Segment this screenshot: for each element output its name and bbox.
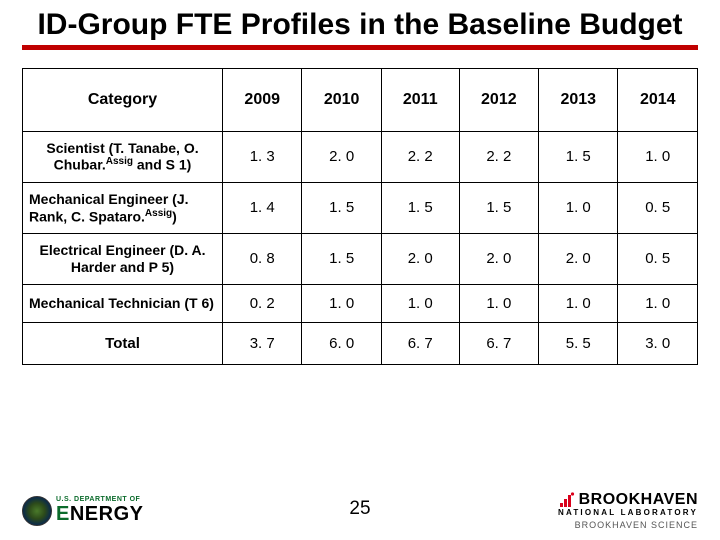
bnl-mark-icon bbox=[559, 492, 575, 508]
total-row: Total 3. 7 6. 0 6. 7 6. 7 5. 5 3. 0 bbox=[23, 322, 698, 364]
cell: 1. 5 bbox=[302, 182, 381, 233]
col-2012: 2012 bbox=[459, 68, 538, 131]
cell: 3. 7 bbox=[223, 322, 302, 364]
table-row: Mechanical Technician (T 6) 0. 2 1. 0 1.… bbox=[23, 284, 698, 322]
fte-table: Category 2009 2010 2011 2012 2013 2014 S… bbox=[22, 68, 698, 365]
page-number: 25 bbox=[349, 498, 370, 520]
cell: 2. 0 bbox=[539, 234, 618, 285]
table-body: Scientist (T. Tanabe, O. Chubar.Assig an… bbox=[23, 131, 698, 364]
cell: 1. 4 bbox=[223, 182, 302, 233]
cell: 1. 5 bbox=[539, 131, 618, 182]
col-2013: 2013 bbox=[539, 68, 618, 131]
fte-table-container: Category 2009 2010 2011 2012 2013 2014 S… bbox=[22, 68, 698, 365]
doe-line2: ENERGY bbox=[56, 503, 143, 526]
doe-logo: U.S. DEPARTMENT OF ENERGY bbox=[22, 496, 143, 526]
cell: 1. 0 bbox=[539, 284, 618, 322]
cell: 6. 0 bbox=[302, 322, 381, 364]
table-row: Electrical Engineer (D. A. Harder and P … bbox=[23, 234, 698, 285]
cell: 2. 0 bbox=[381, 234, 459, 285]
footer: U.S. DEPARTMENT OF ENERGY 25 BROOKHAVEN … bbox=[0, 476, 720, 540]
col-category: Category bbox=[23, 68, 223, 131]
slide: ID-Group FTE Profiles in the Baseline Bu… bbox=[0, 0, 720, 540]
total-label: Total bbox=[23, 322, 223, 364]
cell: 1. 0 bbox=[459, 284, 538, 322]
bnl-logo: BROOKHAVEN NATIONAL LABORATORY BROOKHAVE… bbox=[558, 491, 698, 530]
table-row: Scientist (T. Tanabe, O. Chubar.Assig an… bbox=[23, 131, 698, 182]
cell: 1. 5 bbox=[381, 182, 459, 233]
cell: 1. 5 bbox=[302, 234, 381, 285]
cell: 1. 3 bbox=[223, 131, 302, 182]
cell: 6. 7 bbox=[459, 322, 538, 364]
bnl-word: BROOKHAVEN bbox=[579, 491, 698, 509]
cell: 0. 2 bbox=[223, 284, 302, 322]
row-mechtech-label: Mechanical Technician (T 6) bbox=[23, 284, 223, 322]
cell: 1. 0 bbox=[539, 182, 618, 233]
cell: 6. 7 bbox=[381, 322, 459, 364]
col-2009: 2009 bbox=[223, 68, 302, 131]
cell: 1. 0 bbox=[302, 284, 381, 322]
cell: 0. 8 bbox=[223, 234, 302, 285]
row-scientist-label: Scientist (T. Tanabe, O. Chubar.Assig an… bbox=[23, 131, 223, 182]
cell: 2. 0 bbox=[302, 131, 381, 182]
col-2014: 2014 bbox=[618, 68, 698, 131]
cell: 5. 5 bbox=[539, 322, 618, 364]
col-2011: 2011 bbox=[381, 68, 459, 131]
cell: 2. 2 bbox=[459, 131, 538, 182]
cell: 0. 5 bbox=[618, 234, 698, 285]
row-mecheng-label: Mechanical Engineer (J. Rank, C. Spataro… bbox=[23, 182, 223, 233]
bnl-science: BROOKHAVEN SCIENCE bbox=[558, 520, 698, 530]
cell: 1. 0 bbox=[618, 284, 698, 322]
row-eleceng-label: Electrical Engineer (D. A. Harder and P … bbox=[23, 234, 223, 285]
bnl-sublabel: NATIONAL LABORATORY bbox=[558, 508, 698, 517]
col-2010: 2010 bbox=[302, 68, 381, 131]
slide-title: ID-Group FTE Profiles in the Baseline Bu… bbox=[0, 0, 720, 43]
header-row: Category 2009 2010 2011 2012 2013 2014 bbox=[23, 68, 698, 131]
doe-seal-icon bbox=[22, 496, 52, 526]
cell: 1. 5 bbox=[459, 182, 538, 233]
cell: 2. 2 bbox=[381, 131, 459, 182]
doe-line1: U.S. DEPARTMENT OF bbox=[56, 496, 143, 503]
cell: 3. 0 bbox=[618, 322, 698, 364]
title-underline bbox=[22, 45, 698, 50]
cell: 0. 5 bbox=[618, 182, 698, 233]
cell: 1. 0 bbox=[618, 131, 698, 182]
table-row: Mechanical Engineer (J. Rank, C. Spataro… bbox=[23, 182, 698, 233]
cell: 2. 0 bbox=[459, 234, 538, 285]
cell: 1. 0 bbox=[381, 284, 459, 322]
